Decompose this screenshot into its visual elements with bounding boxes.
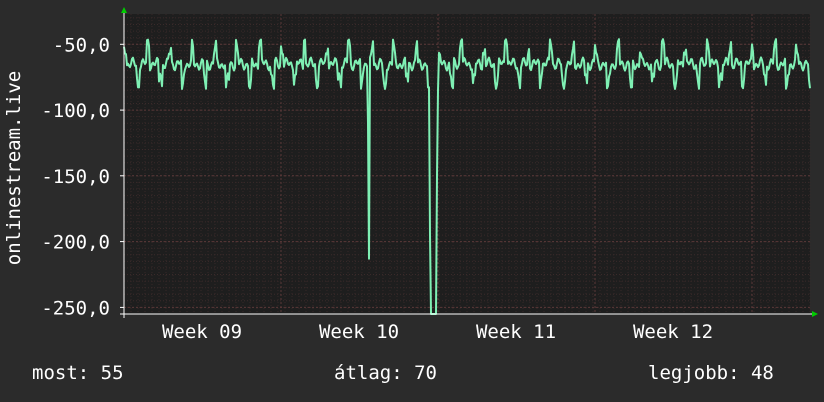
y-tick-label: -200,0 bbox=[41, 232, 110, 254]
x-tick-label: Week 10 bbox=[319, 321, 399, 343]
stat-average: átlag: 70 bbox=[334, 362, 437, 384]
x-tick-label: Week 09 bbox=[162, 321, 242, 343]
x-axis-arrow bbox=[812, 311, 818, 317]
y-axis-label-text: onlinestream.live bbox=[3, 70, 25, 266]
y-axis-label: onlinestream.live bbox=[3, 18, 25, 318]
y-tick-label: -250,0 bbox=[41, 297, 110, 319]
y-axis-arrow bbox=[121, 7, 127, 13]
stat-current: most: 55 bbox=[32, 362, 124, 384]
y-axis: -50,0 -100,0 -150,0 -200,0 -250,0 bbox=[41, 34, 124, 319]
y-tick-label: -50,0 bbox=[53, 34, 110, 56]
x-tick-label: Week 12 bbox=[633, 321, 713, 343]
x-axis: Week 09 Week 10 Week 11 Week 12 bbox=[162, 321, 713, 343]
y-tick-label: -100,0 bbox=[41, 100, 110, 122]
grid bbox=[123, 14, 811, 314]
y-tick-label: -150,0 bbox=[41, 166, 110, 188]
series-line bbox=[123, 38, 811, 315]
x-tick-label: Week 11 bbox=[476, 321, 556, 343]
stat-best: legjobb: 48 bbox=[648, 362, 774, 384]
